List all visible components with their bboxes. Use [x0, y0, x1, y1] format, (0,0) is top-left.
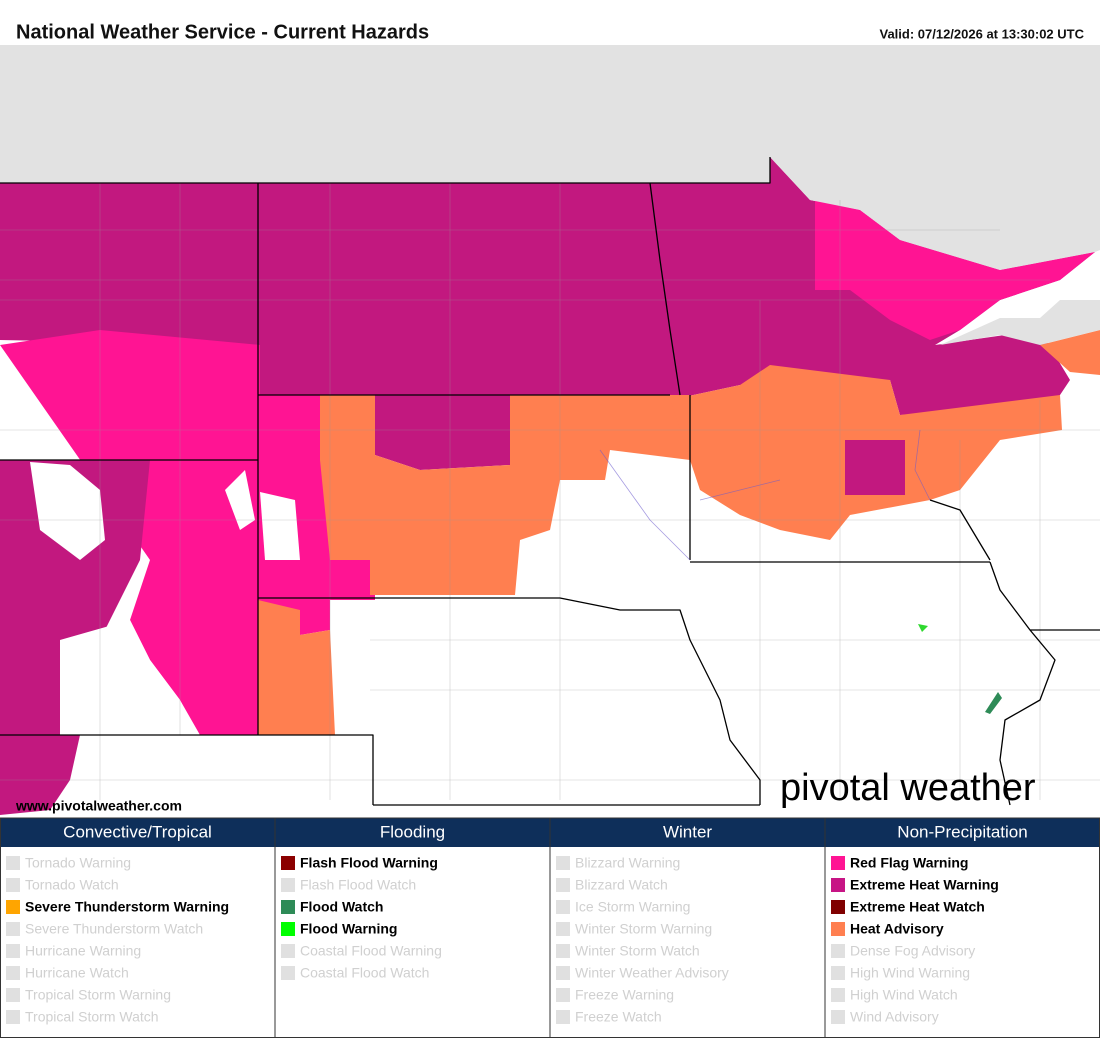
legend-swatch	[831, 856, 845, 870]
map: www.pivotalweather.com pivotal weather	[0, 45, 1100, 818]
valid-time: Valid: 07/12/2026 at 13:30:02 UTC	[879, 26, 1084, 41]
legend-swatch	[831, 922, 845, 936]
legend-label: Flash Flood Watch	[300, 877, 416, 893]
legend-label: Hurricane Watch	[25, 965, 129, 981]
flood-watch-area	[985, 692, 1002, 714]
legend-label: Flood Warning	[300, 921, 397, 937]
legend-swatch	[281, 922, 295, 936]
legend-label: Severe Thunderstorm Watch	[25, 921, 203, 937]
rivers	[599, 429, 931, 561]
legend-label: Dense Fog Advisory	[850, 943, 975, 959]
legend-swatch	[556, 1010, 570, 1024]
legend-swatch	[831, 1010, 845, 1024]
legend-column-title: Winter	[663, 822, 712, 841]
legend-swatch	[281, 900, 295, 914]
legend-label: Severe Thunderstorm Warning	[25, 899, 229, 915]
legend-swatch	[831, 900, 845, 914]
state-borders	[0, 157, 1100, 806]
unaffected-area	[30, 462, 105, 560]
legend-label: Freeze Watch	[575, 1009, 662, 1025]
legend-label: Coastal Flood Watch	[300, 965, 429, 981]
legend-swatch	[6, 966, 20, 980]
legend-swatch	[831, 878, 845, 892]
flood-warning-area	[918, 624, 928, 632]
extreme-heat-area	[0, 460, 150, 735]
legend-swatch	[556, 988, 570, 1002]
legend-swatch	[556, 944, 570, 958]
legend-label: Ice Storm Warning	[575, 899, 690, 915]
legend-label: Tornado Watch	[25, 877, 119, 893]
legend-swatch	[556, 878, 570, 892]
title: National Weather Service - Current Hazar…	[16, 21, 429, 43]
legend-swatch	[6, 922, 20, 936]
red-flag-area	[0, 330, 330, 735]
legend-swatch	[6, 1010, 20, 1024]
legend-label: Freeze Warning	[575, 987, 674, 1003]
legend-swatch	[556, 900, 570, 914]
heat-advisory-area	[258, 600, 335, 735]
legend-swatch	[6, 856, 20, 870]
legend-label: Tropical Storm Watch	[25, 1009, 159, 1025]
unaffected-area	[60, 620, 195, 735]
legend-label: Coastal Flood Warning	[300, 943, 442, 959]
legend-label: Red Flag Warning	[850, 855, 968, 871]
unaffected-area	[260, 492, 300, 560]
legend-label: Winter Weather Advisory	[575, 965, 729, 981]
legend-swatch	[281, 878, 295, 892]
legend-column-title: Flooding	[380, 822, 445, 841]
legend-label: Extreme Heat Watch	[850, 899, 985, 915]
legend-label: Flash Flood Warning	[300, 855, 438, 871]
legend-label: High Wind Watch	[850, 987, 958, 1003]
extreme-heat-area	[375, 395, 510, 470]
red-flag-area	[815, 200, 1095, 340]
logo: pivotal weather	[780, 767, 1036, 809]
legend-label: Hurricane Warning	[25, 943, 141, 959]
extreme-heat-area	[845, 440, 905, 495]
credit: www.pivotalweather.com	[15, 798, 182, 814]
legend-column-title: Convective/Tropical	[63, 822, 212, 841]
county-lines	[0, 183, 1100, 800]
legend-label: Heat Advisory	[850, 921, 944, 937]
legend-label: Winter Storm Watch	[575, 943, 700, 959]
legend-label: Flood Watch	[300, 899, 383, 915]
legend-column-title: Non-Precipitation	[897, 822, 1027, 841]
legend-swatch	[831, 966, 845, 980]
legend-label: Wind Advisory	[850, 1009, 939, 1025]
canada	[0, 45, 1100, 270]
unaffected-area	[225, 470, 255, 530]
legend-label: Extreme Heat Warning	[850, 877, 999, 893]
extreme-heat-area	[0, 735, 80, 815]
legend-label: Tornado Warning	[25, 855, 131, 871]
legend-label: Blizzard Warning	[575, 855, 680, 871]
legend-swatch	[6, 878, 20, 892]
legend-label: Tropical Storm Warning	[25, 987, 171, 1003]
legend-swatch	[281, 966, 295, 980]
legend-swatch	[6, 900, 20, 914]
legend-swatch	[281, 856, 295, 870]
legend-swatch	[6, 944, 20, 958]
legend-swatch	[556, 966, 570, 980]
legend: Convective/Tropical Tornado Warning Tornad…	[0, 817, 1100, 1038]
legend-swatch	[556, 922, 570, 936]
legend-swatch	[556, 856, 570, 870]
legend-swatch	[831, 988, 845, 1002]
lake-superior	[940, 300, 1100, 345]
legend-swatch	[831, 944, 845, 958]
legend-label: High Wind Warning	[850, 965, 970, 981]
legend-label: Winter Storm Warning	[575, 921, 712, 937]
heat-advisory-area	[320, 395, 690, 595]
legend-label: Blizzard Watch	[575, 877, 668, 893]
legend-swatch	[6, 988, 20, 1002]
legend-swatch	[281, 944, 295, 958]
